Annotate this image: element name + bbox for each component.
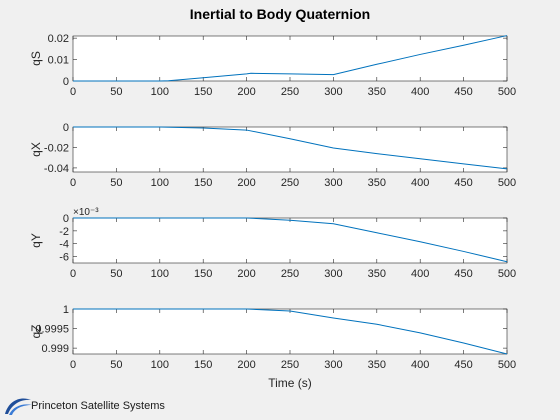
x-tick-label: 300 [324,268,342,280]
x-tick-label: 50 [110,86,122,98]
y-exponent-label: ×10⁻³ [73,207,99,218]
subplot-qy: 0 50 100 150 200 250 300 350 400 450 5000-2-4-6×10… [29,207,516,280]
x-tick-label: 150 [194,177,212,189]
x-tick-label: 300 [324,86,342,98]
x-tick-label: 250 [281,268,299,280]
y-tick-label: 0 [63,213,69,225]
x-tick-label: 500 [498,86,516,98]
y-tick-label: 0 [63,122,69,134]
x-tick-label: 300 [324,359,342,371]
y-tick-label: -2 [59,226,69,238]
y-tick-label: -4 [59,239,69,251]
x-tick-label: 400 [411,86,429,98]
axes-box [72,217,508,264]
axes-box [72,308,508,355]
y-tick-label: 1 [63,304,69,316]
y-tick-label: 0.999 [41,343,69,355]
x-tick-label: 450 [454,359,472,371]
figure-title: Inertial to Body Quaternion [190,6,370,22]
x-tick-label: 400 [411,177,429,189]
x-tick-label: 50 [110,268,122,280]
series-line-qs [73,35,508,82]
y-tick-label: 0.9995 [35,324,69,336]
x-tick-label: 100 [151,268,169,280]
x-tick-label: 350 [368,359,386,371]
x-tick-label: 150 [194,359,212,371]
x-tick-label: 100 [151,359,169,371]
x-tick-label: 100 [151,86,169,98]
x-tick-label: 250 [281,359,299,371]
x-tick-label: 100 [151,177,169,189]
x-tick-label: 0 [70,359,76,371]
subplot-qz: 0 50 100 150 200 250 300 350 400 450 500 1 0.9995 0.9… [29,304,516,371]
x-tick-label: 150 [194,86,212,98]
subplot-qs: 0 50 100 150 200 250 300 350 400 450 500 0 0.01 0.02 q… [29,33,516,98]
x-tick-label: 500 [498,177,516,189]
y-axis-label: qY [29,233,43,248]
x-tick-label: 400 [411,359,429,371]
subplot-qx: 0 50 100 150 200 250 300 350 400 450 500 0 -0.02 -0.0… [29,122,516,189]
y-tick-label: -0.02 [44,142,69,154]
y-tick-label: 0.01 [48,55,69,67]
y-tick-label: -0.04 [44,163,69,175]
x-tick-label: 200 [237,268,255,280]
series-line-qz [73,308,508,355]
y-axis-label: qX [29,142,43,157]
x-tick-label: 450 [454,86,472,98]
y-tick-label: 0.02 [48,33,69,45]
x-tick-label: 200 [237,86,255,98]
x-tick-label: 0 [70,86,76,98]
x-tick-label: 200 [237,359,255,371]
x-tick-label: 350 [368,86,386,98]
pss-swoosh-logo-icon [5,398,32,415]
x-tick-label: 450 [454,177,472,189]
y-axis-label: qZ [29,324,43,338]
x-tick-label: 400 [411,268,429,280]
axes-box [72,126,508,173]
x-tick-label: 500 [498,359,516,371]
x-tick-label: 250 [281,177,299,189]
brand-name: Princeton Satellite Systems [31,400,165,412]
brand-logo: Princeton Satellite Systems [3,394,165,418]
series-line-qx [73,126,508,170]
y-axis-label: qS [29,51,43,66]
x-tick-label: 250 [281,86,299,98]
y-tick-label: 0 [63,76,69,88]
x-tick-label: 200 [237,177,255,189]
x-axis-label: Time (s) [268,376,312,390]
x-tick-label: 350 [368,177,386,189]
x-tick-label: 350 [368,268,386,280]
x-tick-label: 300 [324,177,342,189]
series-line-qy [73,217,508,263]
x-tick-label: 50 [110,177,122,189]
x-tick-label: 0 [70,177,76,189]
subplot-stack: 0 50 100 150 200 250 300 350 400 450 50000.010.02q… [29,33,516,371]
x-tick-label: 500 [498,268,516,280]
y-tick-label: -6 [59,252,69,264]
x-tick-label: 150 [194,268,212,280]
x-tick-label: 50 [110,359,122,371]
x-tick-label: 0 [70,268,76,280]
x-tick-label: 450 [454,268,472,280]
